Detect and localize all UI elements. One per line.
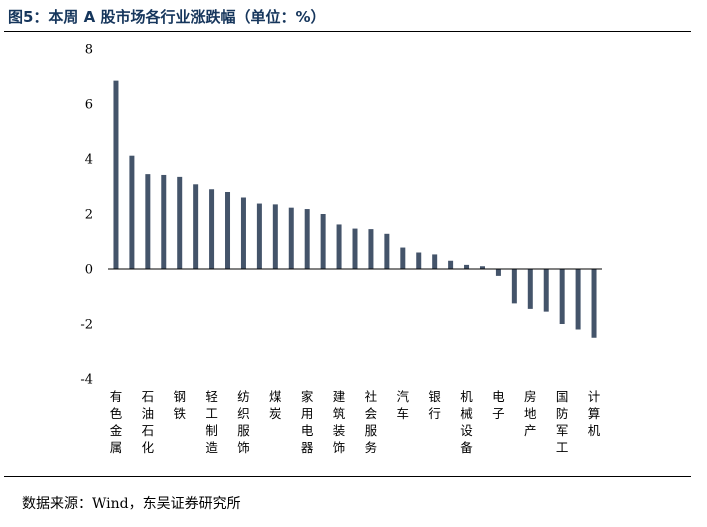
bar [416, 252, 422, 269]
x-category-label: 国防军工 [556, 389, 569, 455]
x-category-label: 轻工制造 [205, 389, 218, 455]
bar [511, 269, 517, 304]
bar [129, 155, 135, 269]
bars [113, 80, 597, 338]
x-category-label: 电子 [492, 389, 505, 421]
bottom-rule [4, 476, 691, 477]
bar [400, 247, 406, 269]
bar [209, 189, 215, 269]
x-category-label: 房地产 [524, 389, 537, 438]
bar [193, 184, 199, 269]
y-tick-label: -4 [80, 373, 93, 388]
bar [288, 207, 294, 269]
top-rule [4, 31, 691, 32]
bar [368, 229, 374, 269]
x-category-label: 银行 [428, 389, 441, 421]
x-category-label: 计算机 [588, 389, 601, 438]
bar [336, 224, 342, 269]
bar [225, 192, 231, 269]
y-tick-label: 2 [85, 208, 93, 223]
source-note: 数据来源：Wind，东吴证券研究所 [22, 496, 241, 512]
x-category-label: 钢铁 [173, 389, 186, 421]
x-category-label: 石油石化 [142, 389, 155, 455]
bar [464, 264, 470, 270]
chart-title: 图5：本周 A 股市场各行业涨跌幅（单位：%） [8, 8, 326, 26]
x-category-label: 有色金属 [110, 389, 123, 455]
bar [145, 174, 151, 270]
bar [448, 260, 454, 269]
bar [240, 197, 246, 269]
y-tick-label: 4 [85, 153, 93, 168]
x-category-label: 汽车 [397, 389, 410, 421]
bar [161, 174, 167, 269]
x-category-label: 煤炭 [269, 389, 282, 421]
bar [495, 269, 501, 276]
bar [177, 176, 183, 270]
x-category-label: 机械设备 [460, 389, 473, 455]
bar [352, 228, 358, 269]
x-category-label: 家用电器 [301, 389, 314, 455]
y-tick-label: 0 [85, 263, 93, 278]
y-axis-ticks: -4 -2 0 2 4 6 8 [80, 43, 93, 388]
bar [527, 269, 533, 309]
x-category-label: 纺织服饰 [237, 389, 250, 455]
x-category-label: 社会服务 [365, 389, 378, 455]
y-tick-label: 6 [85, 98, 93, 113]
bar [575, 269, 581, 330]
bar [320, 214, 326, 269]
bar [384, 233, 390, 269]
x-category-label: 建筑装饰 [333, 389, 346, 455]
bar [272, 204, 278, 269]
bar [256, 203, 262, 269]
bar [559, 269, 565, 324]
bar [113, 80, 119, 270]
y-tick-label: -2 [80, 318, 93, 333]
bar [543, 269, 549, 312]
bar [432, 254, 438, 269]
bar [479, 266, 485, 269]
bar [591, 269, 597, 338]
y-tick-label: 8 [85, 43, 93, 58]
bar [304, 209, 310, 269]
bar-chart: -4 -2 0 2 4 6 8 有色金属 石油石化 钢铁 轻工制造 纺织服饰 煤炭 家用电器 建筑装饰 社会… [80, 43, 602, 455]
